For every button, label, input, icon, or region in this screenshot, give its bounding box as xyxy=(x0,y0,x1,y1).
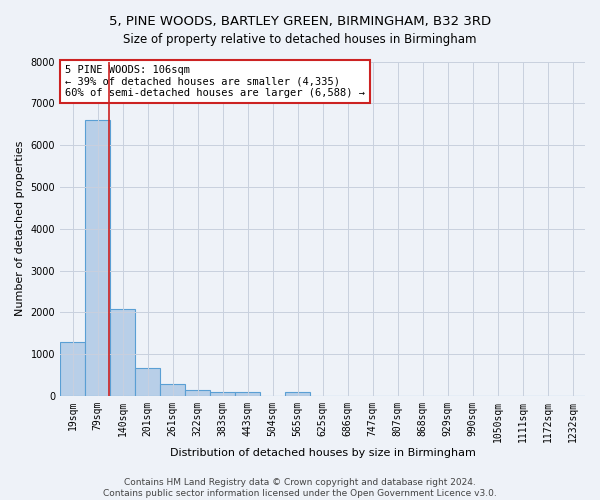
Bar xyxy=(210,392,235,396)
Bar xyxy=(135,368,160,396)
Bar xyxy=(60,342,85,396)
Bar xyxy=(85,120,110,396)
X-axis label: Distribution of detached houses by size in Birmingham: Distribution of detached houses by size … xyxy=(170,448,475,458)
Bar xyxy=(185,390,210,396)
Bar xyxy=(160,384,185,396)
Bar xyxy=(235,392,260,396)
Text: Contains HM Land Registry data © Crown copyright and database right 2024.
Contai: Contains HM Land Registry data © Crown c… xyxy=(103,478,497,498)
Text: 5, PINE WOODS, BARTLEY GREEN, BIRMINGHAM, B32 3RD: 5, PINE WOODS, BARTLEY GREEN, BIRMINGHAM… xyxy=(109,15,491,28)
Bar xyxy=(110,309,135,396)
Text: Size of property relative to detached houses in Birmingham: Size of property relative to detached ho… xyxy=(123,32,477,46)
Text: 5 PINE WOODS: 106sqm
← 39% of detached houses are smaller (4,335)
60% of semi-de: 5 PINE WOODS: 106sqm ← 39% of detached h… xyxy=(65,65,365,98)
Y-axis label: Number of detached properties: Number of detached properties xyxy=(15,141,25,316)
Bar xyxy=(285,392,310,396)
